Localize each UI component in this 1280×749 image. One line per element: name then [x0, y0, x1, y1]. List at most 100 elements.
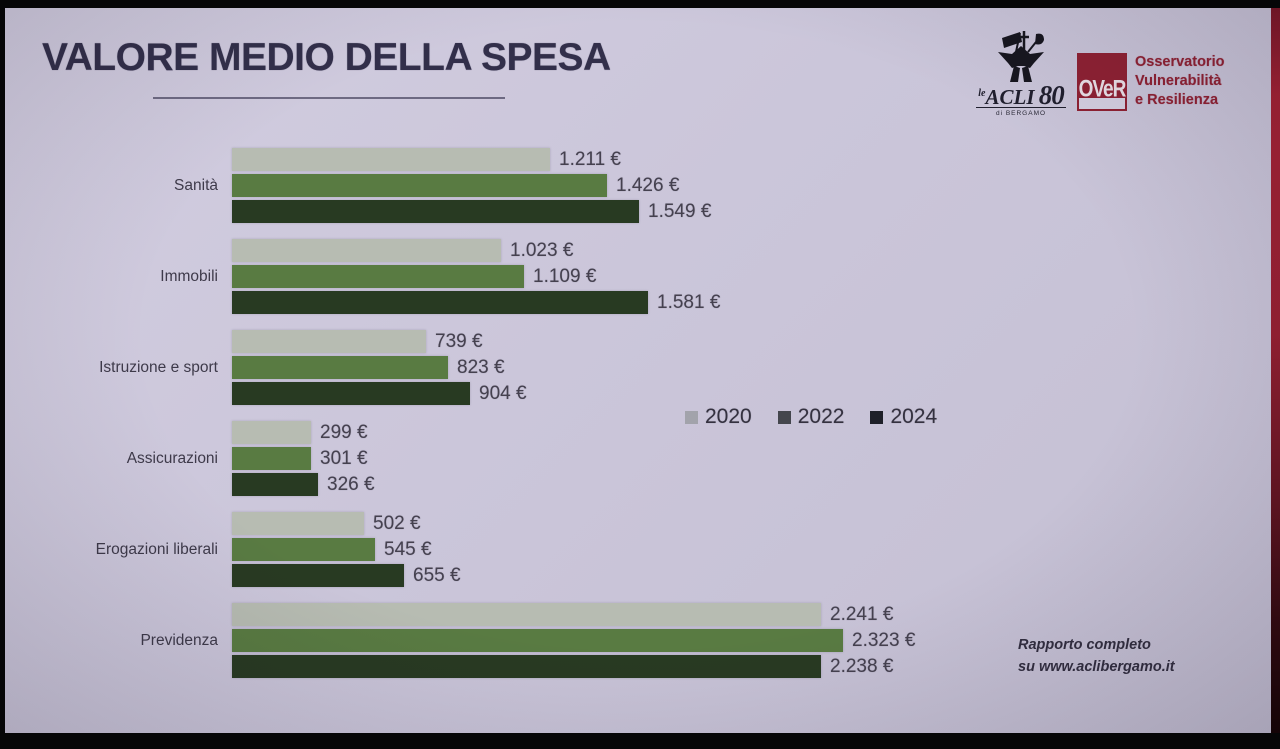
bar-group: Assicurazioni 299 € 301 € 326 €	[5, 421, 1271, 496]
bar-2024	[232, 382, 470, 405]
legend-item-2024: 2024	[870, 405, 937, 429]
bar-2020	[232, 512, 364, 535]
footnote-line1: Rapporto completo	[1018, 637, 1151, 653]
bar-row: 1.109 €	[232, 265, 720, 288]
acli-emblem-icon	[998, 31, 1044, 82]
legend-swatch-2024	[870, 410, 884, 424]
acli-wordmark: leACLI 80 di BERGAMO	[963, 82, 1079, 117]
bar-2022	[232, 174, 607, 197]
over-line3: e Resilienza	[1135, 91, 1219, 108]
legend-label-2020: 2020	[705, 405, 752, 428]
bar-value-label: 2.238 €	[830, 655, 894, 677]
bar-row: 1.023 €	[232, 239, 720, 262]
bar-2022	[232, 629, 843, 652]
bar-2024	[232, 564, 404, 587]
bar-2020	[232, 603, 821, 626]
over-logo: OVeR Osservatorio Vulnerabilità e Resili…	[1077, 53, 1224, 111]
bar-value-label: 502 €	[373, 512, 421, 534]
category-label: Erogazioni liberali	[95, 540, 218, 558]
over-logo-box-bottom	[1079, 98, 1125, 109]
bar-2020	[232, 239, 501, 262]
bar-row: 1.426 €	[232, 174, 711, 197]
title-underline	[153, 97, 505, 99]
acli-logo: leACLI 80 di BERGAMO	[963, 30, 1079, 117]
bar-rows: 502 € 545 € 655 €	[232, 512, 461, 590]
bar-row: 502 €	[232, 512, 461, 535]
bar-2024	[232, 655, 821, 678]
bar-2022	[232, 356, 448, 379]
bar-2024	[232, 473, 318, 496]
category-label: Immobili	[160, 267, 218, 285]
bar-value-label: 2.241 €	[830, 603, 894, 625]
bar-row: 299 €	[232, 421, 375, 444]
bar-row: 326 €	[232, 473, 375, 496]
over-logo-box: OVeR	[1077, 53, 1127, 111]
bar-2020	[232, 330, 426, 353]
legend-item-2020: 2020	[685, 405, 752, 429]
bar-group: Erogazioni liberali 502 € 545 € 655 €	[5, 512, 1271, 587]
bar-value-label: 739 €	[435, 330, 483, 352]
legend-item-2022: 2022	[777, 405, 845, 429]
bar-row: 823 €	[232, 356, 527, 379]
presentation-slide: VALORE MEDIO DELLA SPESA leACLI 80	[5, 8, 1271, 733]
acli-name: ACLI	[985, 85, 1035, 109]
bar-group: Istruzione e sport 739 € 823 € 904 €	[5, 330, 1271, 405]
bar-2020	[232, 421, 311, 444]
legend-label-2022: 2022	[797, 405, 845, 428]
bar-rows: 1.023 € 1.109 € 1.581 €	[232, 239, 720, 317]
bar-value-label: 1.109 €	[533, 265, 597, 287]
bar-2022	[232, 447, 311, 470]
chart-legend: 2020 2022 2024	[685, 405, 963, 429]
over-acronym: OVeR	[1078, 76, 1127, 103]
screen-edge-strip	[1271, 8, 1280, 733]
category-label: Sanità	[174, 176, 218, 194]
bar-2024	[232, 200, 639, 223]
bar-row: 1.211 €	[232, 148, 711, 171]
legend-swatch-2020	[685, 410, 698, 424]
over-line1: Osservatorio	[1135, 54, 1225, 70]
bar-row: 545 €	[232, 538, 461, 561]
acli-anniversary: 80	[1038, 80, 1065, 110]
bar-row: 904 €	[232, 382, 527, 405]
bar-value-label: 1.581 €	[657, 291, 721, 313]
footnote: Rapporto completo su www.aclibergamo.it	[1018, 634, 1175, 679]
category-label: Assicurazioni	[126, 449, 218, 467]
bar-row: 2.241 €	[232, 603, 915, 626]
bar-rows: 2.241 € 2.323 € 2.238 €	[232, 603, 915, 681]
category-label: Istruzione e sport	[99, 358, 218, 376]
acli-subtext: di BERGAMO	[995, 110, 1047, 117]
legend-label-2024: 2024	[890, 405, 938, 428]
bar-rows: 739 € 823 € 904 €	[232, 330, 527, 408]
bar-rows: 1.211 € 1.426 € 1.549 €	[232, 148, 711, 226]
bar-value-label: 301 €	[320, 447, 368, 469]
bar-value-label: 1.211 €	[559, 148, 621, 170]
bar-rows: 299 € 301 € 326 €	[232, 421, 375, 499]
over-line2: Vulnerabilità	[1135, 72, 1222, 89]
bar-value-label: 299 €	[320, 421, 368, 443]
bar-row: 2.238 €	[232, 655, 915, 678]
bar-value-label: 904 €	[479, 382, 527, 404]
bar-2022	[232, 538, 375, 561]
bar-value-label: 1.426 €	[616, 174, 680, 196]
bar-value-label: 326 €	[327, 473, 375, 495]
footnote-line2: su www.aclibergamo.it	[1018, 659, 1175, 676]
bar-row: 2.323 €	[232, 629, 915, 652]
bar-value-label: 1.549 €	[648, 200, 712, 222]
bar-row: 1.581 €	[232, 291, 720, 314]
over-logo-box-top: OVeR	[1078, 55, 1127, 103]
bar-2024	[232, 291, 648, 314]
category-label: Previdenza	[140, 631, 218, 649]
bar-value-label: 655 €	[413, 564, 461, 586]
bar-value-label: 823 €	[457, 356, 505, 378]
bar-value-label: 545 €	[384, 538, 432, 560]
bar-value-label: 1.023 €	[510, 239, 574, 261]
bar-group: Sanità 1.211 € 1.426 € 1.549 €	[5, 148, 1271, 223]
legend-swatch-2022	[777, 410, 791, 424]
bar-group: Previdenza 2.241 € 2.323 € 2.238 €	[5, 603, 1271, 678]
bar-row: 301 €	[232, 447, 375, 470]
bar-row: 1.549 €	[232, 200, 711, 223]
bar-row: 655 €	[232, 564, 461, 587]
over-wordmark: Osservatorio Vulnerabilità e Resilienza	[1135, 53, 1224, 110]
bar-value-label: 2.323 €	[852, 629, 916, 651]
